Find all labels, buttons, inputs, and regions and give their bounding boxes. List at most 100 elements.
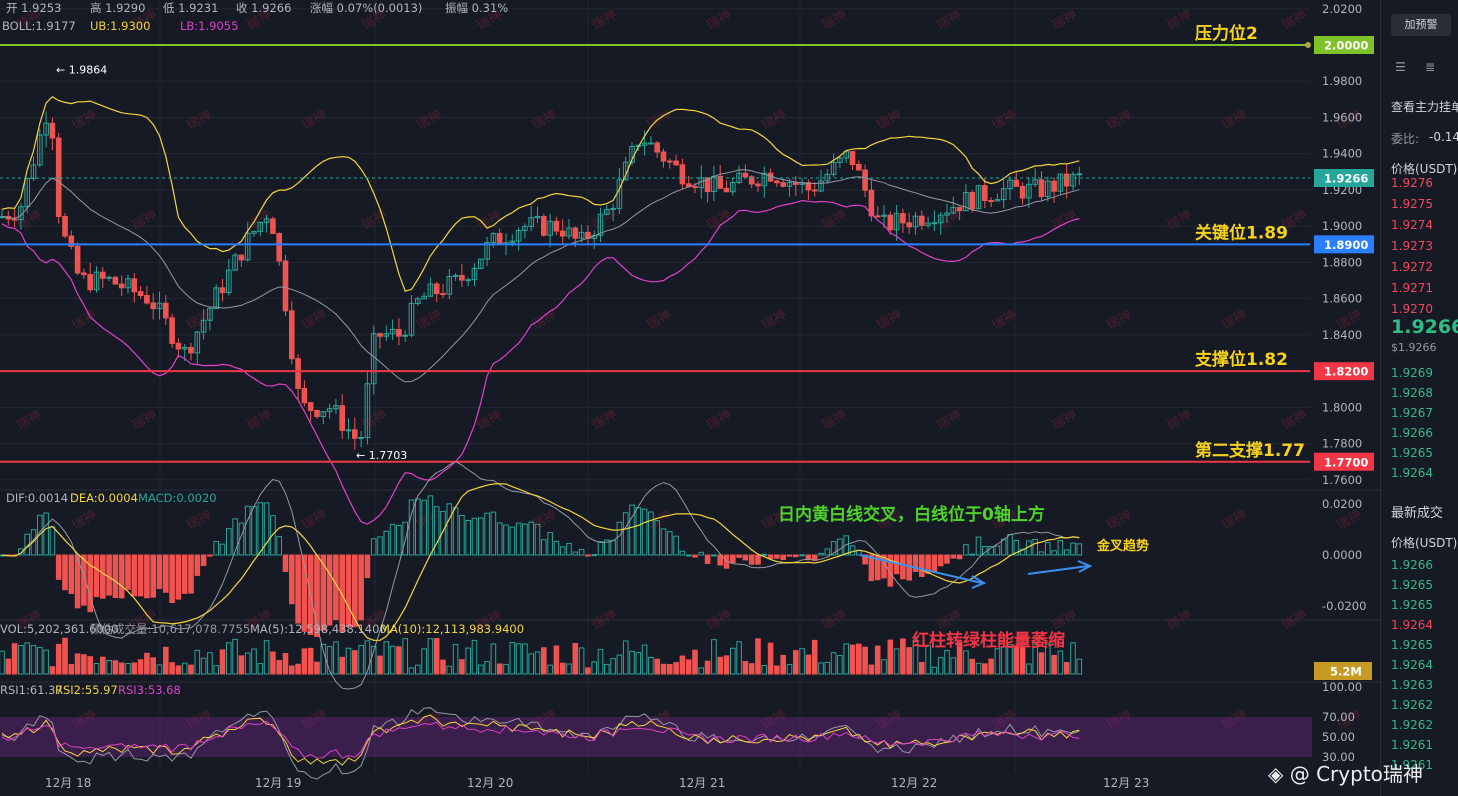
list-mode-icon[interactable]: ≣ [1425, 60, 1436, 74]
macd-histogram-bar [641, 508, 648, 556]
watermark-text: 瑞神 [705, 607, 735, 633]
ask-price[interactable]: 1.9274 [1391, 218, 1433, 232]
ask-price[interactable]: 1.9276 [1391, 176, 1433, 190]
candle-body [226, 269, 232, 294]
volume-bar [767, 642, 774, 675]
candle-body [994, 199, 1001, 202]
price-tick: 1.9800 [1322, 74, 1362, 88]
candle-body [509, 240, 516, 244]
volume-bar [610, 658, 616, 675]
candle-body [320, 411, 327, 417]
macd-histogram-bar [100, 554, 106, 599]
macd-histogram-bar [433, 506, 440, 556]
ask-price[interactable]: 1.9271 [1391, 281, 1433, 295]
candle-body [522, 225, 528, 231]
macd-histogram-bar [112, 554, 119, 599]
volume-annotation: 红柱转绿柱能量萎缩 [912, 630, 1065, 651]
macd-histogram-bar [685, 554, 692, 557]
macd-histogram-bar [509, 526, 516, 556]
candle-body [515, 229, 522, 242]
volume-bar [452, 643, 459, 675]
macd-histogram-bar [194, 554, 201, 576]
candle-body [276, 232, 282, 262]
volume-bar [912, 639, 919, 675]
watermark-text: 瑞神 [590, 407, 620, 433]
macd-histogram-bar [667, 531, 673, 556]
candle-body [723, 187, 730, 193]
ask-price[interactable]: 1.9273 [1391, 239, 1433, 253]
candle-body [345, 429, 352, 432]
watermark-text: 瑞神 [760, 107, 790, 133]
last-price: 1.9266 [1391, 316, 1458, 338]
macd-histogram-bar [389, 523, 396, 556]
macd-histogram-bar [87, 554, 94, 613]
boll-value: BOLL:1.9177 [2, 19, 76, 33]
bid-price[interactable]: 1.9264 [1391, 466, 1433, 480]
macd-histogram-bar [289, 554, 295, 605]
ratio-value: -0.14% [1429, 130, 1458, 144]
ask-price[interactable]: 1.9270 [1391, 302, 1433, 316]
watermark-text: 瑞神 [820, 207, 850, 233]
volume-bar [81, 654, 87, 675]
macd-histogram-bar [635, 507, 642, 556]
price-tick: 2.0200 [1322, 2, 1362, 16]
bid-price[interactable]: 1.9265 [1391, 446, 1433, 460]
macd-histogram-bar [270, 515, 276, 556]
candle-body [131, 278, 138, 293]
macd-histogram-bar [1032, 538, 1039, 556]
volume-bar [503, 663, 509, 675]
ask-price[interactable]: 1.9272 [1391, 260, 1433, 274]
volume-bar [18, 644, 24, 675]
candle-body [219, 287, 226, 294]
rsi-tick: 30.00 [1322, 750, 1355, 764]
volume-bar [352, 650, 358, 675]
volume-bar [673, 662, 679, 675]
rsi2-line [1, 714, 1080, 766]
macd-histogram-bar [55, 554, 62, 580]
candle-body [496, 233, 503, 245]
rsi-band [0, 717, 1312, 757]
macd-histogram-bar [616, 521, 623, 556]
candle-body [352, 429, 358, 439]
macd-histogram-bar [496, 522, 503, 556]
orderbook-mode-icon[interactable]: ☰ [1395, 60, 1406, 74]
view-main-orders-link[interactable]: 查看主力挂单 [1391, 100, 1458, 114]
macd-histogram-bar [1007, 534, 1013, 556]
ask-price[interactable]: 1.9275 [1391, 197, 1433, 211]
rsi-tick: 50.00 [1322, 730, 1355, 744]
add-alert-button[interactable]: 加预警 [1391, 14, 1451, 36]
volume-bar [478, 664, 484, 675]
bid-price[interactable]: 1.9268 [1391, 386, 1433, 400]
candle-body [295, 358, 301, 389]
macd-dea-legend: DEA:0.0004 [70, 491, 138, 505]
bid-price[interactable]: 1.9269 [1391, 366, 1433, 380]
volume-bar [900, 638, 906, 675]
macd-histogram-bar [18, 548, 24, 556]
volume-bar [541, 647, 547, 675]
candle-body [251, 230, 257, 234]
bid-price[interactable]: 1.9267 [1391, 406, 1433, 420]
candle-body [30, 164, 37, 180]
arrow-down-head [971, 575, 987, 589]
trade-price: 1.9265 [1391, 578, 1433, 592]
volume-bar [969, 658, 976, 675]
candle-body [874, 215, 881, 218]
candle-body [358, 437, 364, 440]
volume-bar [559, 662, 566, 675]
macd-histogram-bar [994, 545, 1001, 556]
volume-bar [522, 643, 528, 675]
candle-body [74, 245, 81, 274]
candle-body [169, 317, 175, 344]
level-tag: 1.8200 [1324, 365, 1368, 379]
candle-body [289, 310, 295, 360]
macd-histogram-bar [673, 535, 679, 556]
candle-body [786, 182, 793, 187]
candle-body [931, 222, 938, 225]
candle-body [736, 172, 742, 183]
macd-histogram-bar [919, 554, 925, 577]
candle-body [440, 293, 446, 296]
bid-price[interactable]: 1.9266 [1391, 426, 1433, 440]
macd-tick: -0.0200 [1322, 599, 1366, 613]
volume-bar [868, 664, 875, 675]
